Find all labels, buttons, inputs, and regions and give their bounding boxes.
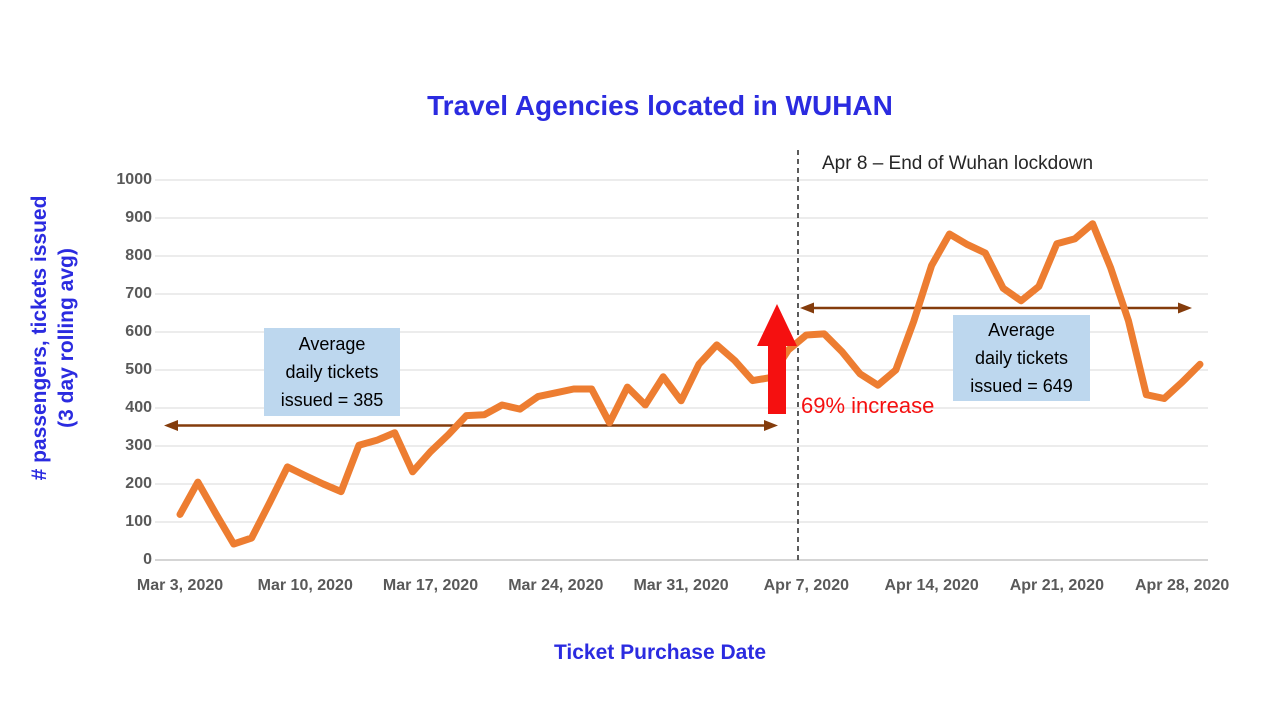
avg-after-line1: Average	[988, 320, 1055, 340]
x-tick-label: Apr 21, 2020	[1009, 577, 1104, 594]
y-tick-label: 0	[143, 551, 152, 568]
x-tick-label: Apr 7, 2020	[763, 577, 850, 594]
y-tick-label: 700	[125, 285, 152, 302]
increase-annotation: 69% increase	[801, 393, 935, 418]
lockdown-annotation: Apr 8 – End of Wuhan lockdown	[822, 153, 1094, 174]
avg-after-box: Average daily tickets issued = 649	[953, 315, 1090, 401]
y-tick-label: 500	[125, 361, 152, 378]
x-tick-label: Mar 10, 2020	[257, 577, 353, 594]
y-axis-title: # passengers, tickets issued (3 day roll…	[26, 196, 80, 481]
x-axis-title: Ticket Purchase Date	[553, 641, 767, 664]
y-tick-label: 200	[125, 475, 152, 492]
y-tick-label: 1000	[116, 171, 152, 188]
increase-block-arrow	[757, 304, 797, 414]
avg-after-line3: issued = 649	[970, 376, 1073, 396]
y-tick-label: 800	[125, 247, 152, 264]
x-tick-label: Apr 28, 2020	[1134, 577, 1230, 594]
y-tick-label: 900	[125, 209, 152, 226]
y-tick-label: 400	[125, 399, 152, 416]
avg-before-line2: daily tickets	[285, 362, 379, 382]
y-axis-title-line2: (3 day rolling avg)	[55, 248, 78, 428]
avg-before-line1: Average	[298, 334, 366, 354]
chart-title: Travel Agencies located in WUHAN	[427, 90, 893, 121]
x-tick-label: Mar 3, 2020	[136, 577, 224, 594]
avg-after-line2: daily tickets	[974, 348, 1069, 368]
y-tick-label: 600	[125, 323, 152, 340]
avg-before-box: Average daily tickets issued = 385	[264, 328, 400, 416]
y-axis-title-line1: # passengers, tickets issued	[28, 195, 51, 481]
after-period-arrow-right-arrowhead	[1178, 302, 1192, 314]
before-period-arrow-right-arrowhead	[764, 420, 778, 431]
x-tick-label: Mar 17, 2020	[382, 577, 479, 594]
y-tick-label: 100	[125, 513, 152, 530]
x-tick-label: Apr 14, 2020	[884, 577, 979, 594]
tickets-line-series	[176, 220, 1204, 548]
after-period-arrow-left-arrowhead	[800, 302, 814, 314]
x-tick-label: Mar 31, 2020	[633, 577, 729, 594]
x-tick-label: Mar 24, 2020	[508, 577, 604, 594]
y-tick-label: 300	[125, 437, 152, 454]
before-period-arrow-left-arrowhead	[164, 420, 178, 431]
avg-before-line3: issued = 385	[280, 390, 384, 410]
